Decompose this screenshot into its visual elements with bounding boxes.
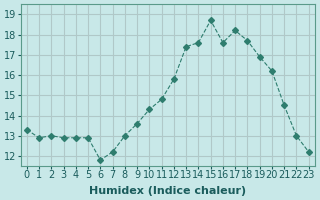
X-axis label: Humidex (Indice chaleur): Humidex (Indice chaleur) bbox=[89, 186, 246, 196]
